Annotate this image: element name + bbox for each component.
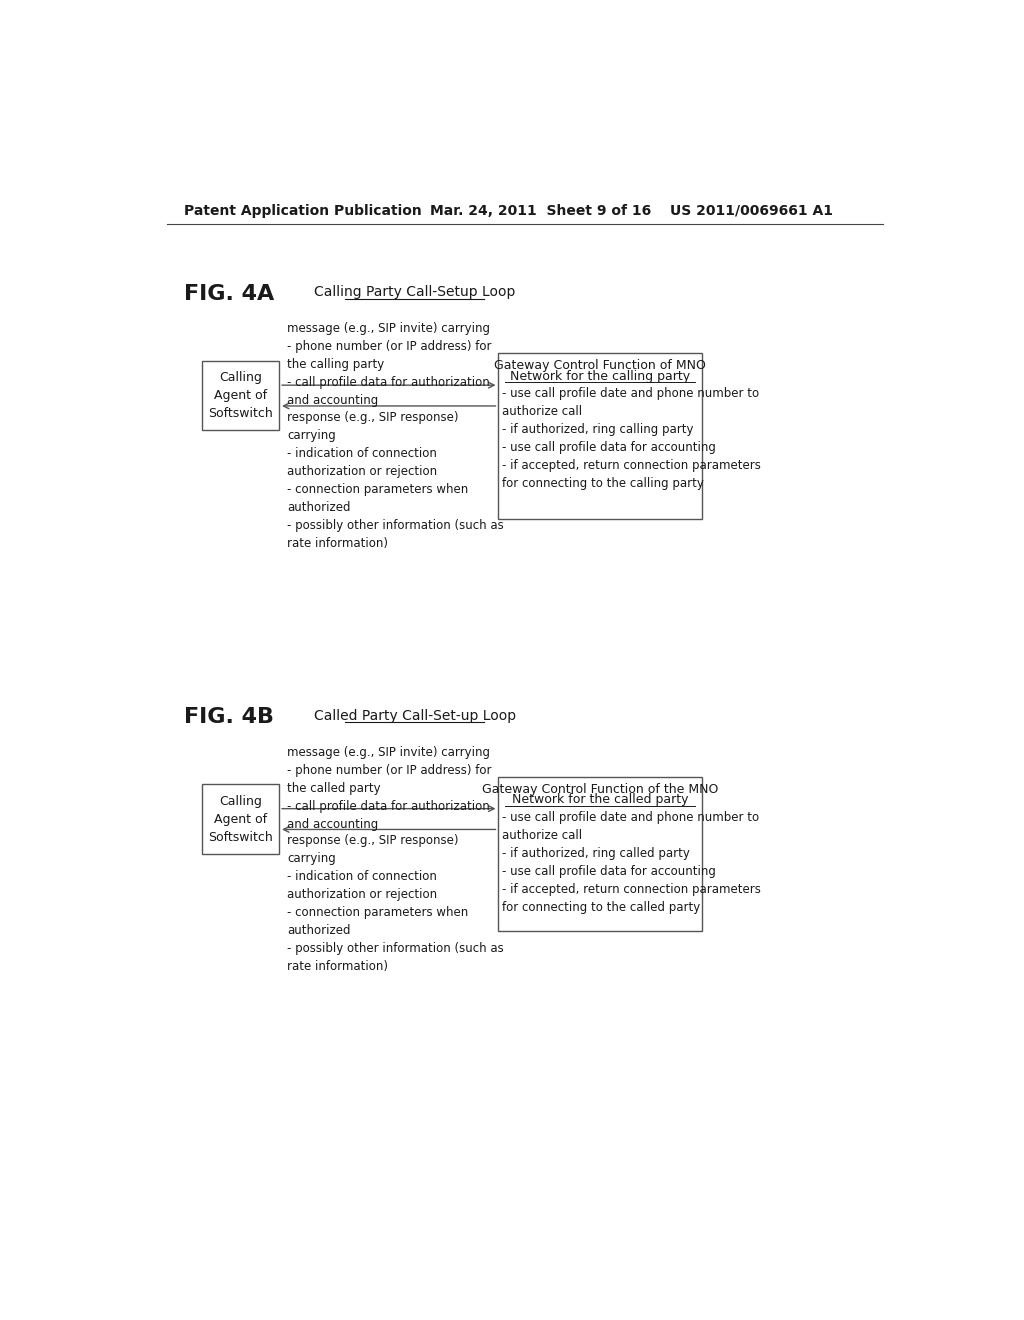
Text: - use call profile date and phone number to
authorize call
- if authorized, ring: - use call profile date and phone number… xyxy=(503,387,761,490)
Text: message (e.g., SIP invite) carrying
- phone number (or IP address) for
the calle: message (e.g., SIP invite) carrying - ph… xyxy=(287,746,492,830)
Text: Patent Application Publication: Patent Application Publication xyxy=(183,203,422,218)
Text: Calling
Agent of
Softswitch: Calling Agent of Softswitch xyxy=(208,795,272,843)
Text: Calling Party Call-Setup Loop: Calling Party Call-Setup Loop xyxy=(314,285,515,300)
Text: FIG. 4B: FIG. 4B xyxy=(183,708,273,727)
Text: response (e.g., SIP response)
carrying
- indication of connection
authorization : response (e.g., SIP response) carrying -… xyxy=(287,411,504,549)
Text: Network for the calling party: Network for the calling party xyxy=(510,370,690,383)
FancyBboxPatch shape xyxy=(499,776,701,931)
Text: US 2011/0069661 A1: US 2011/0069661 A1 xyxy=(671,203,834,218)
Text: Mar. 24, 2011  Sheet 9 of 16: Mar. 24, 2011 Sheet 9 of 16 xyxy=(430,203,651,218)
Text: Calling
Agent of
Softswitch: Calling Agent of Softswitch xyxy=(208,371,272,420)
Text: Called Party Call-Set-up Loop: Called Party Call-Set-up Loop xyxy=(313,709,516,723)
Text: response (e.g., SIP response)
carrying
- indication of connection
authorization : response (e.g., SIP response) carrying -… xyxy=(287,834,504,973)
FancyBboxPatch shape xyxy=(499,354,701,519)
Text: - use call profile date and phone number to
authorize call
- if authorized, ring: - use call profile date and phone number… xyxy=(503,810,761,913)
Text: message (e.g., SIP invite) carrying
- phone number (or IP address) for
the calli: message (e.g., SIP invite) carrying - ph… xyxy=(287,322,492,408)
Text: Network for the called party: Network for the called party xyxy=(512,793,688,807)
Text: FIG. 4A: FIG. 4A xyxy=(183,284,274,304)
Text: Gateway Control Function of the MNO: Gateway Control Function of the MNO xyxy=(481,783,718,796)
FancyBboxPatch shape xyxy=(202,784,280,854)
Text: Gateway Control Function of MNO: Gateway Control Function of MNO xyxy=(494,359,706,372)
FancyBboxPatch shape xyxy=(202,360,280,430)
